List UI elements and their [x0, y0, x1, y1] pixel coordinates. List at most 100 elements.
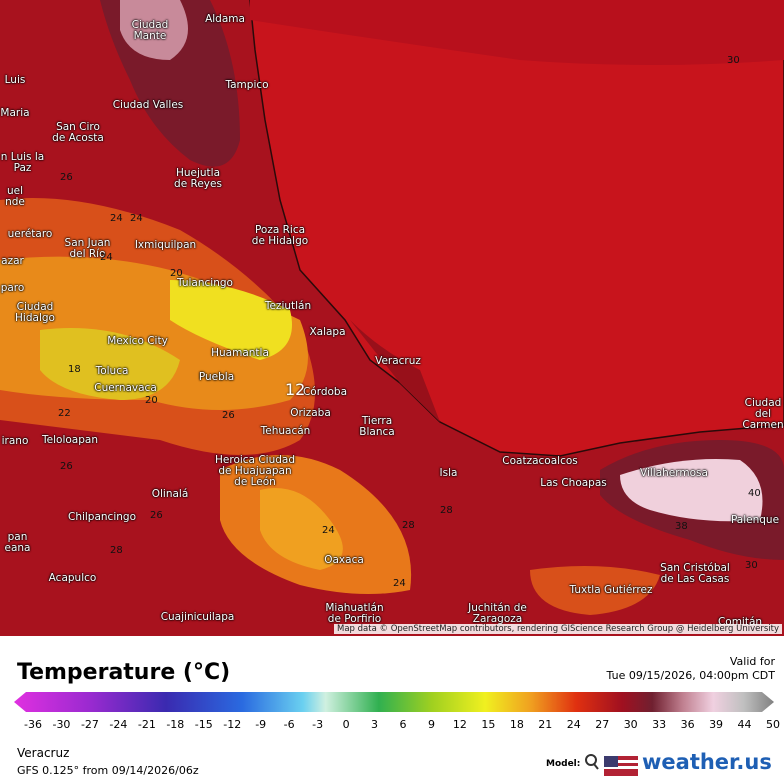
city-label: Oaxaca: [324, 554, 364, 566]
tick-label: 30: [623, 718, 638, 731]
tick-label: 15: [481, 718, 496, 731]
valid-time: Tue 09/15/2026, 04:00pm CDT: [606, 669, 775, 682]
tick-label: -21: [137, 718, 156, 731]
city-label: n Luis la Paz: [0, 151, 45, 174]
contour-label: 26: [60, 461, 73, 472]
contour-label: 22: [58, 408, 71, 419]
city-label: Olinalá: [151, 488, 189, 500]
city-label: Acapulco: [48, 572, 97, 584]
city-label: irano: [1, 435, 29, 447]
color-bar: [14, 692, 774, 712]
contour-label: 40: [748, 488, 761, 499]
tick-label: -9: [255, 718, 267, 731]
city-label: Ciudad del Carmen: [742, 397, 784, 431]
city-label: Tierra Blanca: [359, 415, 395, 438]
contour-label: 26: [222, 410, 235, 421]
contour-label: 12: [285, 380, 306, 399]
contour-label: 24: [130, 213, 143, 224]
tick-label: -15: [194, 718, 213, 731]
contour-label: 26: [150, 510, 163, 521]
city-label: Cuajinicuilapa: [160, 611, 235, 623]
tick-label: -3: [312, 718, 324, 731]
tick-label: -18: [166, 718, 185, 731]
contour-label: 38: [675, 521, 688, 532]
city-label: Comitán: [717, 616, 763, 628]
city-label: Huamantla: [211, 347, 269, 359]
city-label: Ciudad Hidalgo: [15, 301, 55, 324]
location: Veracruz: [17, 746, 70, 760]
tick-label: 50: [766, 718, 780, 731]
valid-label: Valid for: [729, 655, 775, 668]
tick-label: 33: [652, 718, 667, 731]
city-label: Isla: [439, 467, 458, 479]
contour-label: 26: [60, 172, 73, 183]
tick-label: -24: [109, 718, 128, 731]
city-label: Maria: [0, 107, 30, 119]
tick-label: 27: [595, 718, 610, 731]
city-label: pan eana: [4, 531, 31, 554]
legend-title: Temperature (°C): [17, 660, 231, 685]
city-label: Tuxtla Gutiérrez: [569, 584, 653, 596]
city-label: uel nde: [5, 185, 25, 208]
contour-label: 30: [727, 55, 740, 66]
city-label: Xalapa: [309, 326, 346, 338]
tick-label: -6: [283, 718, 295, 731]
model-run: GFS 0.125° from 09/14/2026/06z: [17, 764, 199, 777]
contour-label: 28: [110, 545, 123, 556]
tick-label: 44: [737, 718, 752, 731]
city-label: Palenque: [730, 514, 780, 526]
city-label: San Juan del Río: [64, 237, 111, 260]
city-label: Teziutlán: [264, 300, 312, 312]
tick-label: 24: [566, 718, 581, 731]
tick-label: 3: [371, 718, 379, 731]
city-label: uerétaro: [7, 228, 53, 240]
contour-label: 18: [68, 364, 81, 375]
tick-label: 18: [509, 718, 524, 731]
city-label: Luis: [4, 74, 26, 86]
tick-label: 0: [342, 718, 350, 731]
contour-label: 30: [745, 560, 758, 571]
contour-label: 20: [145, 395, 158, 406]
tick-label: -27: [80, 718, 99, 731]
contour-label: 28: [440, 505, 453, 516]
city-label: Poza Rica de Hidalgo: [251, 224, 309, 247]
city-label: Puebla: [198, 371, 235, 383]
city-label: Las Choapas: [540, 477, 607, 489]
city-label: Tampico: [225, 79, 269, 91]
city-label: Ciudad Valles: [112, 99, 184, 111]
city-label: Córdoba: [302, 386, 348, 398]
tick-label: -12: [223, 718, 242, 731]
city-label: Teloloapan: [42, 434, 98, 446]
contour-label: 24: [393, 578, 406, 589]
city-label: Aldama: [205, 13, 245, 25]
city-label: Miahuatlán de Porfirio: [325, 602, 384, 625]
model-label: Model:: [546, 759, 581, 769]
contour-label: 20: [170, 268, 183, 279]
city-label: Orizaba: [290, 407, 331, 419]
city-label: Toluca: [95, 365, 129, 377]
contour-label: 24: [110, 213, 123, 224]
tick-label: 39: [709, 718, 724, 731]
attribution: Map data © OpenStreetMap contributors, r…: [334, 624, 782, 634]
city-label: San Cristóbal de Las Casas: [660, 562, 730, 585]
city-label: Huejutla de Reyes: [174, 167, 222, 190]
city-label: Tulancingo: [177, 277, 233, 289]
city-label: Chilpancingo: [67, 511, 136, 523]
tick-label: 12: [452, 718, 467, 731]
city-label: Tehuacán: [260, 425, 311, 437]
city-label: Juchitán de Zaragoza: [468, 602, 527, 625]
map: Ciudad Mante Aldama Tampico Ciudad Valles Sa…: [0, 0, 784, 636]
tick-label: -30: [52, 718, 71, 731]
contour-label: 24: [100, 252, 113, 263]
tick-label: 9: [427, 718, 435, 731]
city-label: Veracruz: [375, 355, 421, 367]
contour-label: 24: [322, 525, 335, 536]
tick-label: 36: [680, 718, 695, 731]
city-label: paro: [0, 282, 25, 294]
tick-label: 6: [399, 718, 407, 731]
tick-label: 21: [538, 718, 553, 731]
contour-label: 28: [402, 520, 415, 531]
city-label: San Ciro de Acosta: [52, 121, 104, 144]
city-label: Villahermosa: [640, 467, 708, 479]
